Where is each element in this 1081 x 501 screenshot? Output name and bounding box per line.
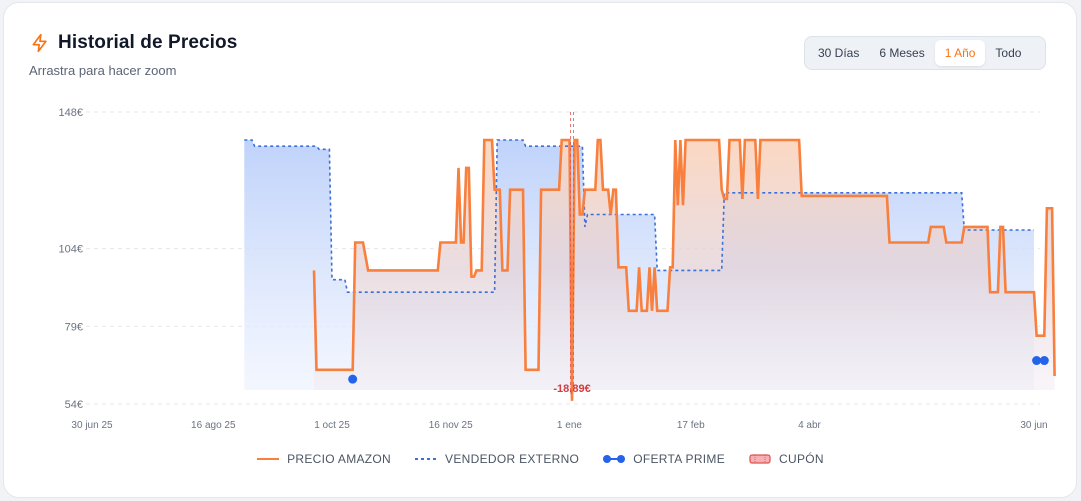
prime-offer-dot <box>1039 356 1049 366</box>
y-tick-label: 148€ <box>59 107 83 119</box>
lightning-icon <box>32 33 47 53</box>
legend-item-amazon[interactable]: PRECIO AMAZON <box>257 452 391 466</box>
solid-line-swatch-icon <box>257 458 280 460</box>
legend-label: VENDEDOR EXTERNO <box>445 452 580 466</box>
coupon-label: -18,89€ <box>553 383 590 395</box>
header: Historial de Precios <box>30 32 237 54</box>
series-lines <box>244 138 1056 401</box>
legend-label: PRECIO AMAZON <box>287 452 392 466</box>
legend-label: OFERTA PRIME <box>633 452 726 466</box>
x-tick-label: 1 ene <box>557 420 582 431</box>
x-tick-label: 4 abr <box>798 420 821 431</box>
prime-offer-dot <box>1032 356 1042 366</box>
legend-label: CUPÓN <box>779 452 824 466</box>
legend-item-prime[interactable]: OFERTA PRIME <box>603 452 725 466</box>
coupon-ticket-icon <box>749 454 771 464</box>
dot-line-swatch-icon <box>603 455 626 463</box>
tab-todo[interactable]: Todo <box>995 46 1022 60</box>
prime-offer-dot <box>348 374 358 384</box>
zoom-hint: Arrastra para hacer zoom <box>29 63 177 78</box>
y-tick-label: 54€ <box>65 399 83 411</box>
x-tick-label: 30 jun <box>1020 420 1047 431</box>
tab-6-meses[interactable]: 6 Meses <box>879 46 925 60</box>
legend-item-external[interactable]: VENDEDOR EXTERNO <box>415 452 579 466</box>
markers: -18,89€ <box>348 112 1049 395</box>
tab-1-ano[interactable]: 1 Año <box>934 40 986 66</box>
range-selector: 30 Días 6 Meses 1 Año Todo <box>804 36 1046 70</box>
x-tick-label: 17 feb <box>677 420 705 431</box>
x-tick-label: 16 nov 25 <box>429 420 473 431</box>
x-tick-label: 30 jun 25 <box>71 420 113 431</box>
dashed-line-swatch-icon <box>415 458 438 460</box>
legend-item-coupon[interactable]: CUPÓN <box>749 452 824 466</box>
axes: 148€ 104€ 79€ 54€ 30 jun 25 16 ago 25 1 oct 25… <box>59 107 1048 431</box>
external-seller-line <box>244 139 1034 293</box>
page-title: Historial de Precios <box>58 32 238 53</box>
y-tick-label: 79€ <box>65 321 83 333</box>
legend: PRECIO AMAZON VENDEDOR EXTERNO OFERTA PR… <box>0 452 1081 466</box>
amazon-price-line <box>312 138 1056 401</box>
y-tick-label: 104€ <box>59 244 83 256</box>
tab-30-dias[interactable]: 30 Días <box>818 46 860 60</box>
x-tick-label: 16 ago 25 <box>191 420 236 431</box>
x-tick-label: 1 oct 25 <box>314 420 350 431</box>
